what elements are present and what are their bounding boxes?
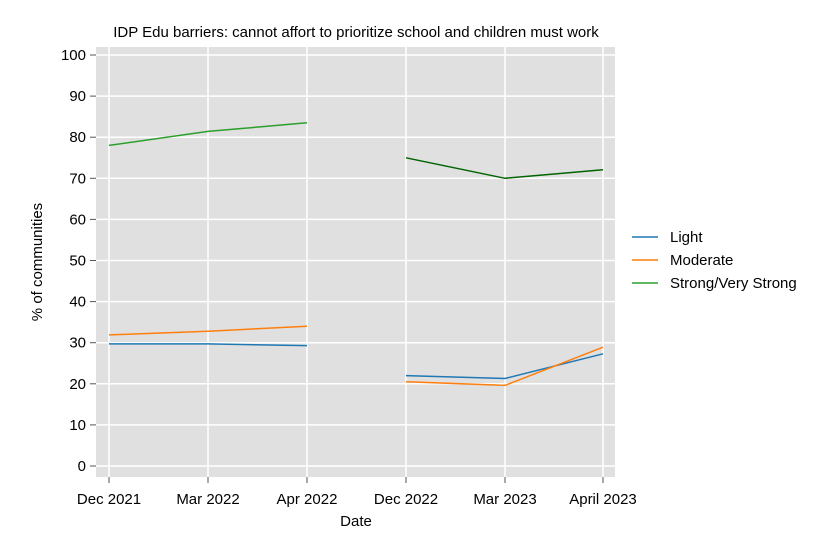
series-line-light [405, 353, 604, 380]
series-line-strong-very-strong [108, 122, 308, 147]
legend-label: Strong/Very Strong [670, 275, 797, 292]
y-tick-label: 90 [69, 88, 86, 105]
legend-label: Moderate [670, 252, 733, 269]
legend-label: Light [670, 229, 703, 246]
x-tick-label: Mar 2023 [473, 491, 536, 508]
x-tick-label: Apr 2022 [277, 491, 338, 508]
y-tick-label: 70 [69, 170, 86, 187]
horizontal-gridlines [96, 54, 615, 467]
series-line-strong-very-strong [405, 157, 604, 180]
y-tick-label: 50 [69, 253, 86, 270]
x-tick-label: Dec 2022 [374, 491, 438, 508]
series-line-moderate [108, 325, 308, 336]
y-axis-label: % of communities [29, 203, 46, 321]
x-axis-label: Date [340, 513, 372, 530]
legend: Light Moderate Strong/Very Strong [632, 229, 797, 292]
x-tick-label: April 2023 [569, 491, 637, 508]
y-tick-label: 10 [69, 417, 86, 434]
y-tick-label: 80 [69, 129, 86, 146]
vertical-gridlines [108, 47, 604, 477]
y-tick-label: 30 [69, 335, 86, 352]
y-tick-label: 100 [61, 47, 86, 64]
series-line-light [109, 343, 308, 347]
y-axis: 0 10 20 30 40 50 60 70 80 90 100 [61, 47, 96, 475]
y-tick-label: 0 [78, 458, 86, 475]
y-tick-label: 40 [69, 294, 86, 311]
series-line-moderate [405, 346, 604, 387]
plot-area [96, 47, 615, 477]
x-tick-label: Mar 2022 [176, 491, 239, 508]
series-lines [108, 122, 604, 387]
x-tick-label: Dec 2021 [77, 491, 141, 508]
chart-title: IDP Edu barriers: cannot affort to prior… [113, 24, 599, 41]
x-axis: Dec 2021 Mar 2022 Apr 2022 Dec 2022 Mar 2023… [77, 477, 637, 508]
y-tick-label: 20 [69, 376, 86, 393]
y-tick-label: 60 [69, 211, 86, 228]
